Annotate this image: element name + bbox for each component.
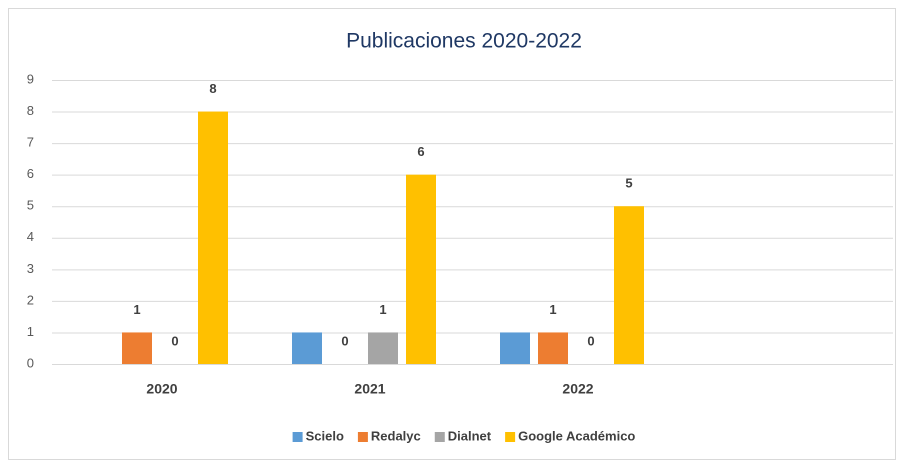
legend-label: Google Académico	[518, 428, 635, 443]
bar	[614, 206, 644, 364]
x-tick-label: 2020	[146, 381, 177, 397]
y-tick-label: 8	[27, 103, 34, 118]
y-tick-label: 9	[27, 71, 34, 86]
bar	[500, 332, 530, 364]
bar	[198, 111, 228, 364]
data-label: 1	[133, 302, 140, 317]
bar	[292, 332, 322, 364]
bar	[538, 332, 568, 364]
legend-swatch	[434, 432, 445, 442]
legend-label: Redalyc	[371, 428, 421, 443]
y-tick-label: 5	[27, 198, 34, 213]
y-tick-label: 6	[27, 166, 34, 181]
y-tick-label: 1	[27, 324, 34, 339]
data-label: 6	[417, 144, 424, 159]
y-tick-label: 4	[27, 229, 34, 244]
bar	[406, 174, 436, 364]
y-tick-label: 3	[27, 261, 34, 276]
y-tick-label: 2	[27, 292, 34, 307]
bar	[122, 332, 152, 364]
x-tick-label: 2021	[354, 381, 385, 397]
legend-label: Dialnet	[448, 428, 492, 443]
data-label: 0	[171, 333, 178, 348]
bar	[368, 332, 398, 364]
chart-title: Publicaciones 2020-2022	[346, 30, 582, 53]
data-label: 1	[379, 302, 386, 317]
legend-swatch	[505, 432, 516, 442]
data-label: 8	[209, 81, 216, 96]
x-tick-label: 2022	[562, 381, 593, 397]
legend-swatch	[357, 432, 368, 442]
chart-border	[8, 8, 896, 460]
legend-label: Scielo	[306, 428, 344, 443]
data-label: 0	[341, 333, 348, 348]
data-label: 0	[587, 333, 594, 348]
legend-swatch	[292, 432, 303, 442]
data-label: 5	[625, 176, 632, 191]
data-label: 1	[549, 302, 556, 317]
y-tick-label: 0	[27, 355, 34, 370]
y-tick-label: 7	[27, 135, 34, 150]
